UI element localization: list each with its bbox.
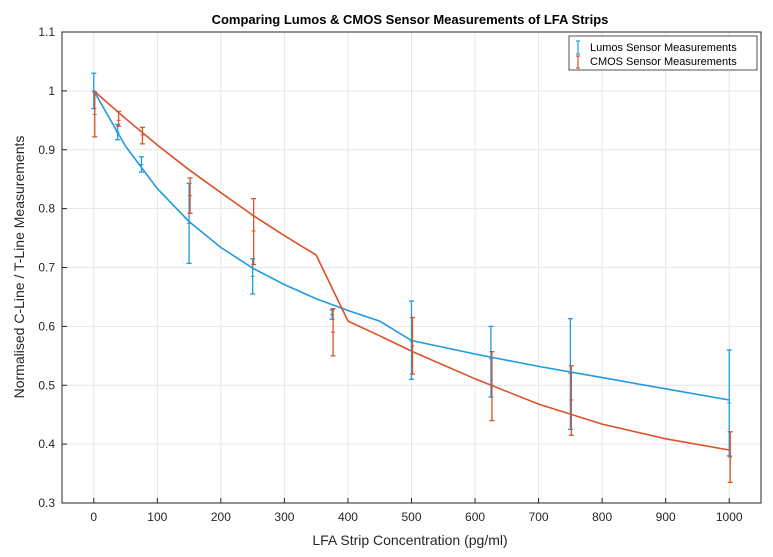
y-axis-ticks: 0.3 0.4 0.5 0.6 0.7 0.8 0.9 1 1.1 [38, 25, 67, 510]
x-tick-label: 900 [656, 510, 676, 524]
error-bar-cmos [116, 110, 122, 127]
x-axis-ticks: 0 100 200 300 400 500 600 700 800 900 1000 [90, 498, 743, 524]
legend-label-lumos: Lumos Sensor Measurements [590, 42, 737, 54]
x-tick-label: 300 [274, 510, 294, 524]
error-bar-cmos [187, 177, 193, 214]
x-tick-label: 100 [147, 510, 167, 524]
x-axis-title: LFA Strip Concentration (pg/ml) [312, 532, 507, 548]
y-tick-label: 0.3 [38, 496, 55, 510]
x-tick-label: 0 [90, 510, 97, 524]
legend: Lumos Sensor Measurements CMOS Sensor Me… [568, 35, 758, 71]
y-tick-label: 1.1 [38, 25, 55, 39]
y-tick-label: 0.9 [38, 143, 55, 157]
error-bar-lumos [186, 182, 192, 265]
chart-title: Comparing Lumos & CMOS Sensor Measuremen… [212, 12, 609, 27]
error-bar-cmos [92, 91, 98, 138]
x-tick-label: 400 [338, 510, 358, 524]
error-bar-cmos [330, 308, 336, 357]
error-bar-lumos [409, 300, 414, 381]
legend-label-cmos: CMOS Sensor Measurements [590, 56, 737, 68]
y-tick-label: 0.7 [38, 261, 55, 275]
error-bar-cmos [727, 431, 733, 484]
y-tick-label: 0.4 [38, 437, 55, 451]
error-bar-cmos [489, 351, 495, 422]
error-bar-lumos [726, 349, 732, 457]
error-bar-lumos [567, 318, 573, 431]
error-bar-cmos [139, 126, 145, 145]
error-bar-lumos [329, 309, 335, 320]
error-bar-lumos [115, 123, 121, 141]
error-bar-lumos [91, 72, 97, 110]
y-axis-title: Normalised C-Line / T-Line Measurements [11, 136, 27, 399]
x-tick-label: 1000 [716, 510, 743, 524]
x-tick-label: 700 [529, 510, 549, 524]
x-tick-label: 800 [592, 510, 612, 524]
error-bar-cmos [410, 316, 415, 375]
x-tick-label: 500 [401, 510, 421, 524]
error-bars [91, 72, 733, 484]
legend-box [568, 35, 758, 71]
error-bar-lumos [138, 156, 144, 173]
y-tick-label: 0.6 [38, 319, 55, 333]
y-tick-label: 1 [48, 84, 55, 98]
y-tick-label: 0.8 [38, 202, 55, 216]
error-bar-cmos [568, 365, 574, 436]
x-tick-label: 200 [211, 510, 231, 524]
y-tick-label: 0.5 [38, 378, 55, 392]
error-bar-cmos [251, 197, 257, 266]
x-tick-label: 600 [465, 510, 485, 524]
